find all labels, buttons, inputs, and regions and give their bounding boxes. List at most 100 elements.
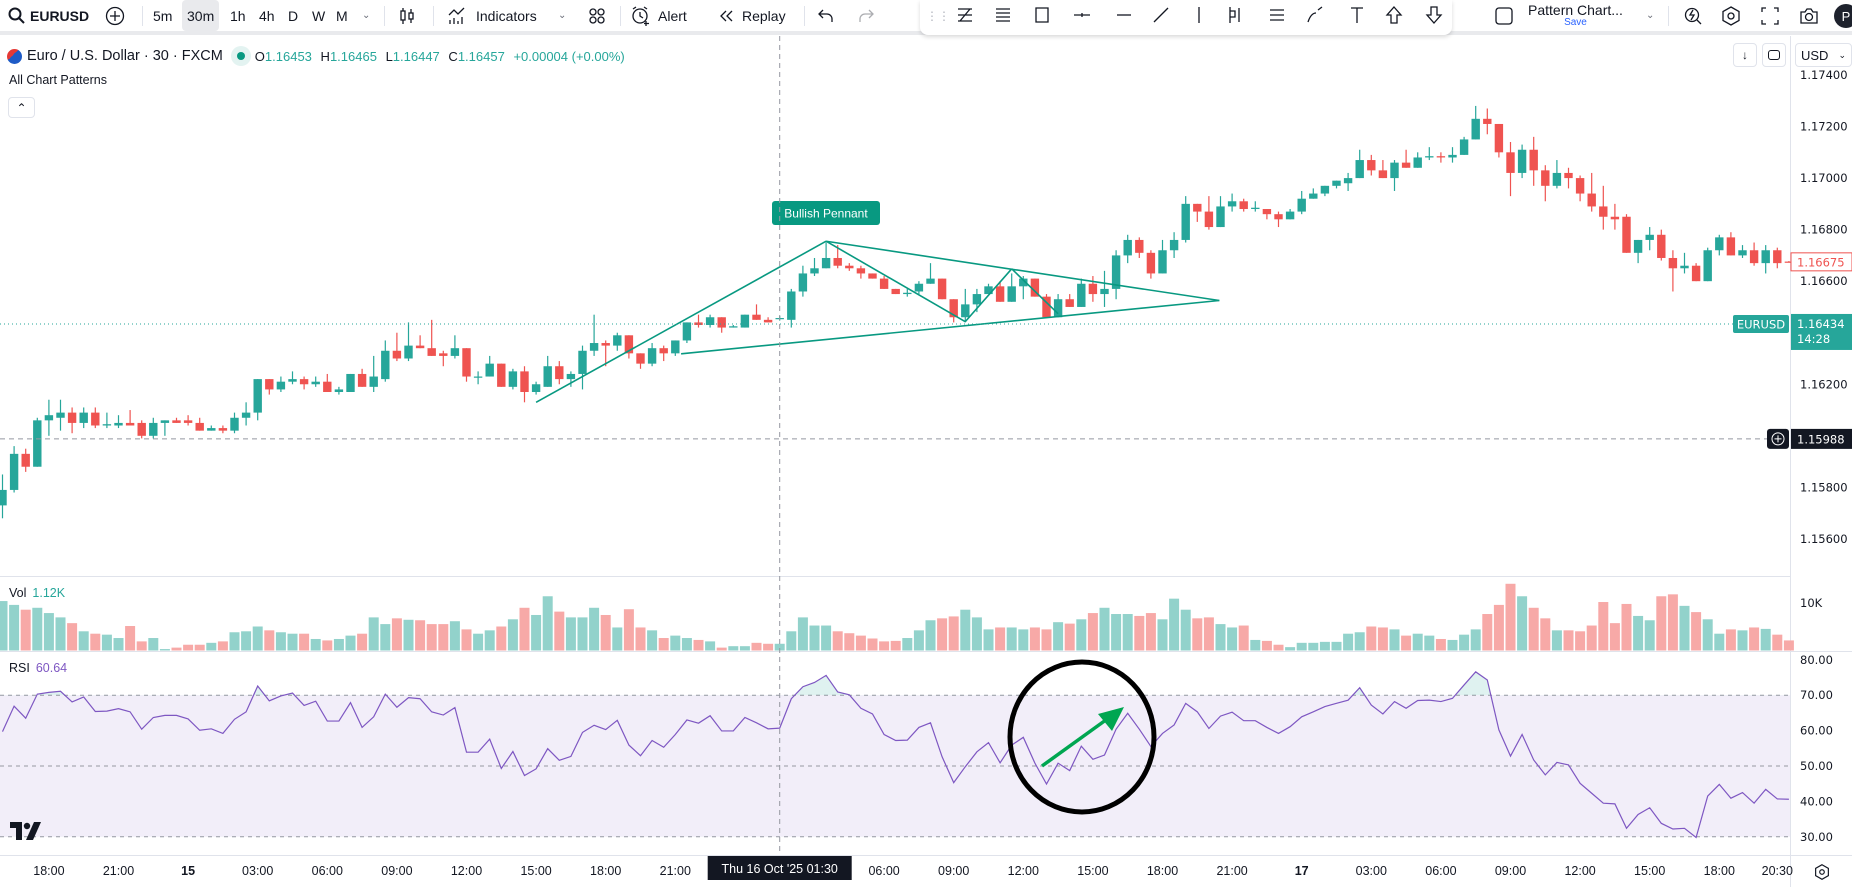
candle-body <box>160 420 170 423</box>
candle-body <box>1483 118 1492 124</box>
arrow-up-icon <box>1385 6 1403 24</box>
volume-bar <box>310 638 321 651</box>
candle-body <box>450 348 460 356</box>
drawing-tool-text[interactable] <box>1346 4 1370 28</box>
replay-button[interactable]: Replay <box>716 0 786 31</box>
currency-select[interactable]: USD ⌄ <box>1795 43 1852 67</box>
drawing-tool-horizontal-ray[interactable] <box>1071 4 1095 28</box>
drawing-tool-vertical-line[interactable] <box>1188 4 1212 28</box>
drawing-tool-rectangle[interactable] <box>1031 4 1055 28</box>
separator <box>620 6 621 26</box>
layout-button[interactable] <box>1493 0 1515 31</box>
drawing-tool-arrow-down[interactable] <box>1423 4 1447 28</box>
interval-4h[interactable]: 4h <box>259 0 275 31</box>
chevron-down-icon: ⌄ <box>1838 49 1846 60</box>
symbol-price-tag <box>1733 314 1789 333</box>
axis-settings-button[interactable] <box>1812 862 1832 882</box>
volume-bar <box>125 626 136 651</box>
candle <box>647 343 657 367</box>
candle-body <box>1065 299 1074 307</box>
volume-bar <box>1783 640 1794 651</box>
alert-button[interactable]: Alert <box>630 0 687 31</box>
volume-bar <box>774 643 785 651</box>
candle <box>903 288 912 297</box>
symbol-search-button[interactable]: EURUSD <box>6 0 89 31</box>
symbol-title[interactable]: Euro / U.S. Dollar · 30 · FXCM <box>27 48 223 64</box>
candle <box>868 273 877 279</box>
drawing-tool-horizontal-line[interactable] <box>1111 4 1135 28</box>
drawing-tool-arrow-up[interactable] <box>1383 4 1407 28</box>
chart-type-button[interactable] <box>396 0 418 31</box>
pattern-label[interactable]: Bullish Pennant <box>772 201 880 225</box>
market-open-status[interactable] <box>230 46 251 66</box>
interval-5m[interactable]: 5m <box>153 0 172 31</box>
layouts-button[interactable] <box>586 0 608 31</box>
layout-name-button[interactable]: Pattern Chart... Save <box>1528 0 1623 31</box>
candle-body <box>1425 156 1434 158</box>
interval-d[interactable]: D <box>288 0 298 31</box>
drawing-tool-long-position[interactable] <box>1224 4 1248 28</box>
candle-body <box>462 348 471 377</box>
candle-body <box>1541 170 1550 186</box>
auto-scale-button[interactable] <box>1762 43 1786 67</box>
interval-dropdown[interactable]: ⌄ <box>362 0 370 31</box>
candle-body <box>636 353 645 364</box>
volume-bar <box>1551 630 1562 651</box>
candle-body <box>1390 162 1399 179</box>
crosshair-price-badge <box>1791 428 1852 449</box>
interval-m[interactable]: M <box>336 0 348 31</box>
drag-handle-icon[interactable]: ⋮⋮ <box>926 9 950 23</box>
time-tick-label: 03:00 <box>1356 864 1387 878</box>
vertical-line-icon <box>1198 7 1200 23</box>
collapse-legend-button[interactable]: ⌃ <box>8 97 35 118</box>
interval-30m[interactable]: 30m <box>182 0 220 31</box>
indicators-button[interactable]: Indicators <box>446 0 537 31</box>
arrow-down-icon <box>1425 6 1443 24</box>
avatar[interactable]: P <box>1834 4 1852 28</box>
scroll-to-latest-button[interactable]: ↓ <box>1733 43 1757 67</box>
candle-body <box>1529 149 1538 171</box>
candle-body <box>114 422 123 426</box>
drawing-tool-trend-line[interactable] <box>1150 4 1174 28</box>
brush-icon <box>1307 6 1323 23</box>
change-value: +0.00004 (+0.00%) <box>513 48 625 64</box>
candle-body <box>1378 170 1388 179</box>
interval-1h[interactable]: 1h <box>230 0 246 31</box>
volume-bar <box>1296 642 1307 651</box>
indicators-dropdown[interactable]: ⌄ <box>558 0 566 31</box>
candle-body <box>763 319 773 323</box>
candle <box>183 415 193 426</box>
tradingview-logo[interactable] <box>10 822 42 840</box>
layout-dropdown[interactable]: ⌄ <box>1646 0 1654 31</box>
compare-symbol-button[interactable] <box>104 0 126 31</box>
rsi-legend[interactable]: RSI 60.64 <box>9 661 67 675</box>
volume-legend[interactable]: Vol 1.12K <box>9 586 65 600</box>
undo-button[interactable] <box>815 0 837 31</box>
add-alert-button[interactable] <box>1767 428 1789 449</box>
interval-w[interactable]: W <box>312 0 325 31</box>
volume-bar <box>658 638 669 651</box>
volume-bar <box>333 638 344 651</box>
drawing-tool-parallel-channel[interactable] <box>1266 4 1290 28</box>
candle <box>555 361 564 385</box>
indicator-legend[interactable]: All Chart Patterns <box>9 73 107 87</box>
horizontal-ray-icon <box>1074 13 1090 17</box>
volume-bar <box>252 626 263 651</box>
candle <box>578 345 587 390</box>
candle-body <box>1738 250 1747 256</box>
candle-body <box>195 422 204 431</box>
drawing-tool-fib-retracement[interactable] <box>992 4 1016 28</box>
screenshot-button[interactable] <box>1798 0 1820 31</box>
redo-button[interactable] <box>855 0 877 31</box>
drawing-tool-pitchfork[interactable] <box>954 4 978 28</box>
candle <box>1123 234 1132 264</box>
save-label[interactable]: Save <box>1564 16 1587 28</box>
volume-bar <box>681 638 692 651</box>
fullscreen-button[interactable] <box>1759 0 1781 31</box>
quick-search-button[interactable] <box>1682 0 1704 31</box>
volume-bar <box>542 596 553 651</box>
drawing-tool-brush[interactable] <box>1304 4 1328 28</box>
volume-bar <box>217 641 228 651</box>
settings-button[interactable] <box>1720 0 1742 31</box>
